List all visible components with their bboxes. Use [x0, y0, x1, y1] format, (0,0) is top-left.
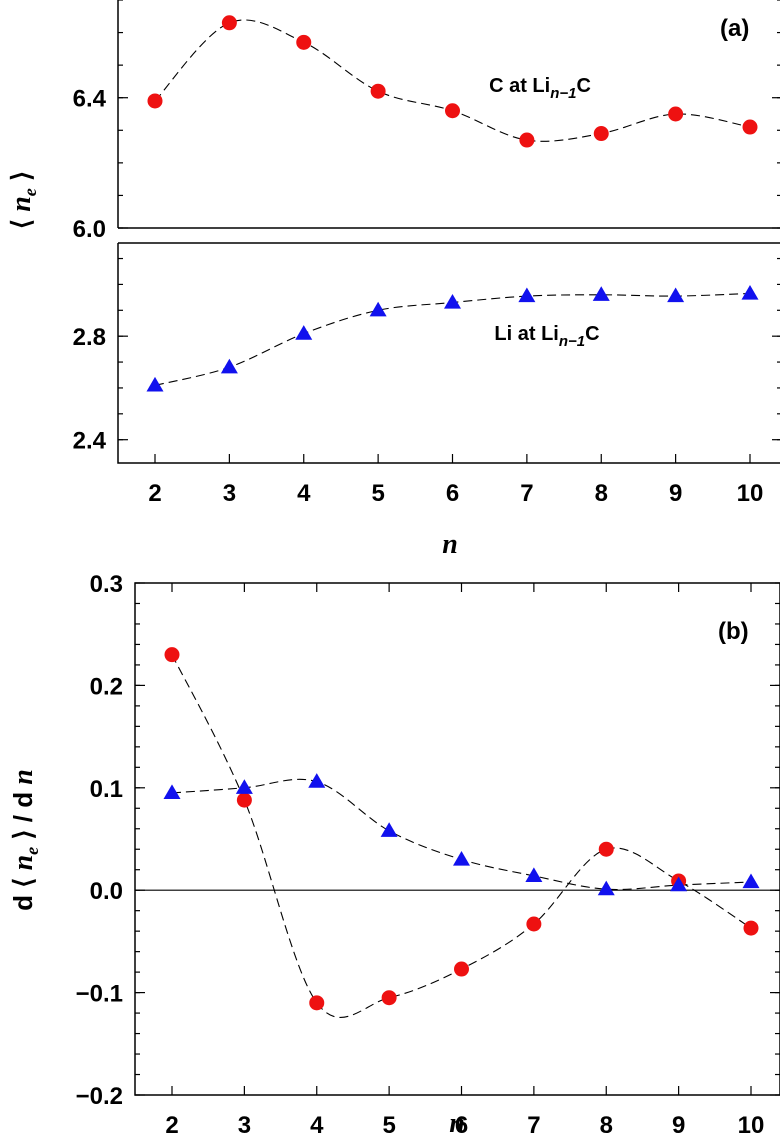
lithium-derivative-point	[597, 880, 615, 896]
lithium-data-point	[295, 325, 313, 340]
carbon-derivative-point	[236, 792, 252, 808]
lithium-data-point	[741, 284, 759, 300]
panel-b: 2 3 4 5 6 7 8 9 10 −0.2 −0.1 0.0 0.1 0.2 0.3 (b) n d ⟨…	[8, 571, 780, 1138]
lithium-derivative-point	[235, 779, 253, 794]
panel-a-x-tick-label: 6	[446, 480, 459, 507]
lithium-data-point	[369, 301, 387, 317]
panel-b-x-tick-label: 5	[382, 1112, 395, 1138]
lithium-data-point	[444, 294, 461, 309]
lithium-derivative-point	[308, 773, 326, 788]
panel-b-x-tick-label: 7	[527, 1112, 540, 1138]
panel-a-x-tick-label: 9	[669, 480, 682, 507]
panel-a-upper-frame	[117, 0, 780, 229]
carbon-derivative-point	[309, 995, 325, 1011]
panel-a-y-axis-label: ⟨ ne ⟩	[6, 171, 40, 229]
carbon-series-annotation: C at Lin−1C	[489, 75, 591, 102]
panel-b-y-tick-label: 0.0	[90, 878, 123, 905]
panel-a-lower-y-tick-label: 2.4	[73, 428, 107, 455]
carbon-data-point	[221, 15, 237, 31]
panel-b-y-tick-label: 0.3	[90, 571, 123, 598]
panel-b-y-tick-label: −0.1	[76, 981, 123, 1008]
panel-a-x-tick-label: 5	[371, 480, 384, 507]
lithium-derivative-point	[453, 850, 470, 866]
panel-a-x-tick-label: 3	[223, 480, 236, 507]
panel-b-x-tick-label: 4	[310, 1112, 324, 1138]
panel-b-x-axis-label: n	[449, 1108, 465, 1138]
carbon-data-point	[147, 93, 163, 109]
carbon-derivative-point	[381, 990, 397, 1006]
carbon-data-point	[668, 106, 684, 122]
carbon-data-point	[296, 34, 312, 50]
carbon-derivative-point	[743, 920, 759, 936]
carbon-data-point	[593, 126, 609, 142]
panel-a-x-tick-label: 4	[297, 480, 311, 507]
panel-a-upper-y-tick-label: 6.4	[73, 86, 107, 113]
panel-a-x-tick-label: 7	[520, 480, 533, 507]
panel-a-x-axis-label: n	[442, 529, 458, 560]
lithium-data-point	[667, 287, 685, 303]
lithium-derivative-point	[742, 873, 760, 889]
carbon-derivative-point	[526, 916, 542, 932]
carbon-series-line	[154, 19, 751, 142]
panel-b-y-tick-label: 0.1	[90, 776, 123, 803]
lithium-data-point	[518, 287, 536, 303]
panel-b-x-tick-label: 2	[165, 1112, 178, 1138]
carbon-derivative-point	[454, 961, 469, 977]
lithium-data-point	[146, 376, 164, 392]
lithium-data-point	[592, 286, 610, 301]
panel-b-y-tick-label: 0.2	[90, 673, 123, 700]
panel-a-x-tick-label: 8	[595, 480, 608, 507]
carbon-data-point	[742, 119, 758, 135]
carbon-derivative-point	[598, 841, 614, 857]
carbon-data-point	[370, 83, 386, 99]
panel-b-label: (b)	[718, 618, 749, 645]
lithium-derivative-point	[163, 784, 181, 800]
lithium-derivative-point	[670, 876, 688, 892]
panel-b-y-axis-label: d ⟨ ne ⟩ / d n	[8, 769, 42, 911]
panel-a-x-tick-label: 10	[737, 480, 764, 507]
lithium-series-annotation: Li at Lin−1C	[494, 323, 599, 350]
panel-a-label: (a)	[720, 15, 749, 42]
panel-a-x-tick-label: 2	[148, 480, 161, 507]
panel-a: 2 3 4 5 6 7 8 9 10 6.0 6.4 2.4 2.8 (a) C at Lin−1C L…	[6, 0, 780, 560]
panel-b-x-tick-label: 10	[738, 1112, 765, 1138]
lithium-derivative-line	[171, 778, 752, 891]
carbon-data-point	[519, 132, 535, 148]
lithium-derivative-point	[525, 867, 543, 882]
carbon-derivative-point	[164, 647, 180, 663]
panel-a-lower-y-tick-label: 2.8	[73, 324, 106, 351]
panel-b-x-tick-label: 9	[672, 1112, 685, 1138]
lithium-data-point	[220, 358, 238, 374]
panel-a-lower-frame	[117, 242, 780, 464]
lithium-derivative-point	[380, 822, 398, 837]
panel-b-y-tick-label: −0.2	[76, 1083, 123, 1110]
panel-b-x-tick-label: 8	[600, 1112, 613, 1138]
panel-a-upper-y-tick-label: 6.0	[73, 216, 106, 243]
carbon-derivative-line	[171, 654, 752, 1018]
panel-b-x-tick-label: 6	[455, 1112, 468, 1138]
panel-b-frame	[134, 582, 780, 1096]
carbon-data-point	[445, 103, 460, 119]
panel-b-x-tick-label: 3	[238, 1112, 251, 1138]
